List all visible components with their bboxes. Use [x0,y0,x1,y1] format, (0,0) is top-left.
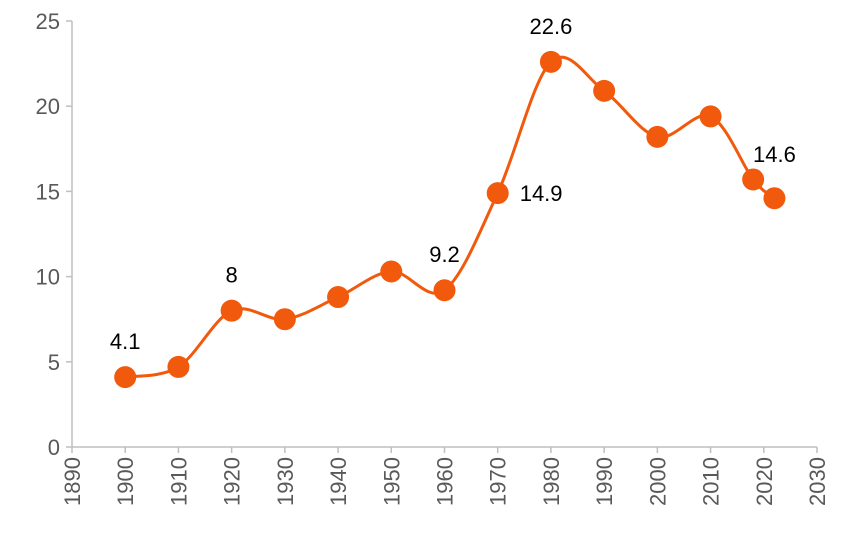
x-tick-label: 2000 [645,457,670,506]
marker [593,79,616,102]
x-tick-label: 2010 [699,457,724,506]
x-tick-label: 1990 [592,457,617,506]
data-label: 14.6 [753,142,796,167]
x-tick-label: 1970 [486,457,511,506]
marker [433,279,456,302]
marker [114,366,137,389]
x-tick-label: 1910 [166,457,191,506]
data-label: 14.9 [520,181,563,206]
y-tick-label: 10 [36,265,60,290]
data-label: 9.2 [429,242,460,267]
y-tick-label: 5 [48,350,60,375]
x-tick-label: 1930 [273,457,298,506]
y-tick-label: 0 [48,435,60,460]
line [124,55,776,379]
x-tick-label: 1980 [539,457,564,506]
x-tick-label: 1890 [60,457,85,506]
x-tick-label: 2020 [752,457,777,506]
marker [699,105,722,128]
marker [742,168,765,191]
x-tick-label: 1950 [379,457,404,506]
marker [763,187,786,210]
marker [220,299,243,322]
marker [167,355,190,378]
x-tick-label: 2030 [805,457,830,506]
marker [327,286,350,309]
data-label: 4.1 [110,329,141,354]
marker [273,308,296,331]
data-label: 8 [226,263,238,288]
x-tick-label: 1960 [433,457,458,506]
marker [646,125,669,148]
x-tick-label: 1940 [326,457,351,506]
x-tick-label: 1900 [113,457,138,506]
y-tick-label: 15 [36,179,60,204]
marker [539,50,562,73]
marker [486,182,509,205]
x-tick-label: 1920 [220,457,245,506]
data-label: 22.6 [530,14,573,39]
y-tick-label: 20 [36,94,60,119]
marker [380,260,403,283]
y-tick-label: 25 [36,9,60,34]
